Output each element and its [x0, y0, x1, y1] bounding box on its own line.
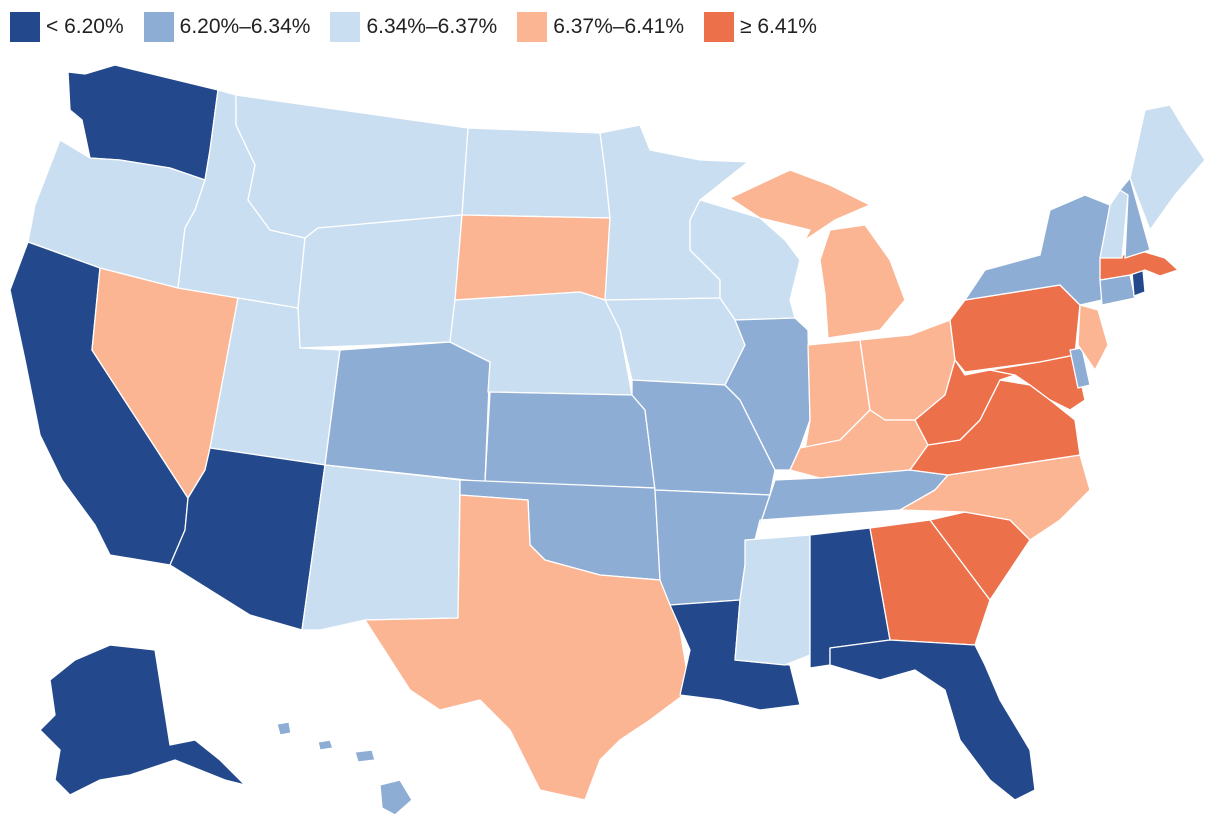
- legend-swatch: [517, 12, 548, 42]
- state-south-dakota[interactable]: [454, 214, 611, 301]
- legend-label: ≥ 6.41%: [740, 15, 817, 38]
- state-florida[interactable]: [829, 639, 1036, 801]
- state-alaska[interactable]: [39, 644, 246, 796]
- state-illinois[interactable]: [724, 317, 811, 471]
- state-colorado[interactable]: [324, 341, 491, 483]
- state-new-york[interactable]: [964, 194, 1111, 306]
- state-delaware[interactable]: [1069, 347, 1091, 389]
- legend-swatch: [10, 12, 40, 42]
- legend-label: 6.34%–6.37%: [366, 15, 498, 38]
- legend-item-2[interactable]: 6.20%–6.34%: [143, 12, 311, 42]
- state-michigan[interactable]: [729, 169, 906, 339]
- legend-swatch: [330, 12, 361, 42]
- state-kansas[interactable]: [484, 391, 656, 489]
- legend-label: 6.20%–6.34%: [179, 15, 311, 38]
- state-new-mexico[interactable]: [301, 464, 461, 631]
- state-new-jersey[interactable]: [1077, 304, 1109, 371]
- state-texas[interactable]: [364, 494, 691, 801]
- state-massachusetts[interactable]: [1099, 251, 1179, 281]
- state-new-hampshire[interactable]: [1119, 177, 1151, 259]
- legend: < 6.20% 6.20%–6.34% 6.34%–6.37% 6.37%–6.…: [10, 10, 837, 44]
- legend-label: < 6.20%: [46, 15, 124, 38]
- state-vermont[interactable]: [1099, 189, 1129, 259]
- state-north-dakota[interactable]: [461, 127, 611, 219]
- state-montana[interactable]: [235, 94, 469, 239]
- state-hawaii[interactable]: [276, 721, 413, 816]
- legend-item-5[interactable]: ≥ 6.41%: [704, 12, 817, 42]
- legend-swatch: [704, 12, 734, 42]
- state-maine[interactable]: [1129, 104, 1206, 231]
- state-north-carolina[interactable]: [899, 454, 1091, 541]
- state-maryland[interactable]: [989, 354, 1086, 411]
- state-wyoming[interactable]: [297, 214, 463, 349]
- legend-item-3[interactable]: 6.34%–6.37%: [330, 12, 497, 42]
- legend-item-1[interactable]: < 6.20%: [10, 12, 124, 42]
- legend-label: 6.37%–6.41%: [553, 15, 684, 38]
- state-mississippi[interactable]: [734, 534, 811, 666]
- legend-item-4[interactable]: 6.37%–6.41%: [517, 12, 684, 42]
- legend-swatch: [143, 12, 174, 42]
